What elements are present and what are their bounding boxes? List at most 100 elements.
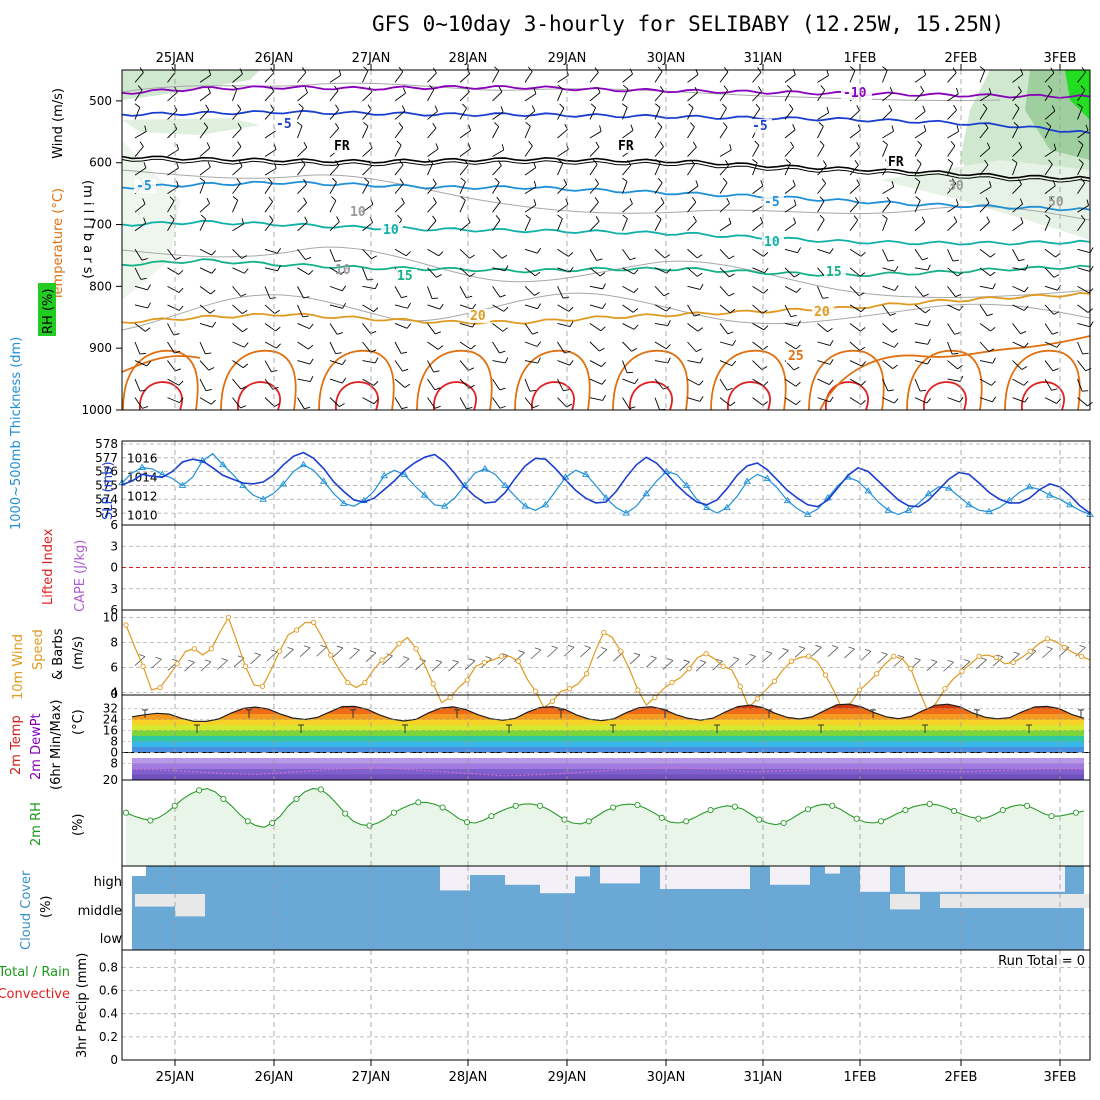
wind-barb (199, 341, 206, 355)
wind-barb-flag (371, 255, 377, 260)
wind-barb (232, 378, 242, 390)
contour-label: 25 (788, 349, 804, 364)
wind-barb (394, 286, 402, 298)
wind-barb (459, 91, 470, 102)
rh-marker (488, 813, 495, 820)
wind-barb-flag (363, 121, 369, 127)
rh-shade (880, 160, 1090, 240)
wind-barb-flag (437, 345, 444, 350)
wind-barb (654, 182, 663, 194)
wind-barb (264, 341, 277, 349)
ytick-label: 600 (89, 156, 112, 170)
wind-barb (1077, 163, 1084, 176)
wind-barb-10m (778, 650, 789, 660)
wind-barb-flag (401, 406, 408, 410)
wind-barb-flag (535, 271, 541, 277)
wind-barb-flag (789, 104, 794, 110)
cloud-tick-middle: middle (78, 904, 122, 919)
wind-barb-flag (405, 251, 411, 257)
cloud-middle-gap (890, 894, 920, 910)
wind-barb-flag (499, 294, 506, 298)
wind-barb (979, 70, 986, 83)
wind-barb (979, 93, 992, 102)
slp-tick: 1010 (127, 508, 158, 522)
contour-label-bg (786, 349, 808, 363)
wind-barb-10m-flag (947, 659, 954, 663)
wind-barb (914, 90, 925, 102)
wind-barb (784, 146, 795, 157)
wind-barb-flag (1088, 288, 1094, 294)
wind-barb-flag (920, 85, 925, 92)
wind-barb (589, 285, 603, 290)
wind-speed-marker (532, 688, 539, 694)
wind-barb-flag (173, 333, 180, 336)
wind-barb-flag (699, 284, 704, 290)
wind-barb-10m-flag (155, 656, 162, 660)
wind-barb (654, 378, 664, 390)
wind-barb (1044, 110, 1056, 120)
wind-barb-10m-flag (204, 659, 212, 663)
wind-barb-10m (250, 654, 261, 665)
wind-barb-flag (728, 255, 735, 260)
wind-barb (1044, 248, 1056, 258)
wind-barb (589, 107, 597, 120)
ytick-label: 500 (89, 94, 112, 108)
wind-barb-flag (726, 197, 730, 204)
wind-barb-10m-flag (980, 657, 987, 661)
wind-barb-flag (460, 177, 466, 183)
wind-barb (134, 285, 148, 291)
isotherm-30-loop (1021, 381, 1065, 411)
run-total: Run Total = 0 (998, 954, 1085, 969)
contour-label: 15 (826, 265, 842, 280)
wind-barb-flag (633, 324, 639, 330)
wind-barb (232, 146, 242, 157)
ylabel-precip: 3hr Precip (mm) (75, 953, 90, 1058)
wind-barb-flag (142, 405, 149, 409)
thickness-marker (239, 481, 247, 488)
wind-barb-flag (796, 287, 801, 293)
wind-barb-flag (568, 306, 574, 312)
wind-barb (329, 200, 337, 213)
wind-barb (719, 360, 733, 367)
wind-barb-flag (596, 258, 603, 261)
date-label-bottom: 1FEB (844, 1070, 877, 1085)
wind-barb (752, 360, 763, 370)
ylabel-rh-units: (%) (71, 814, 86, 837)
wind-barb-flag (793, 273, 800, 278)
wind-barb (654, 304, 667, 312)
wind-barb (329, 128, 339, 139)
wind-barb (557, 184, 568, 194)
rh-marker (634, 801, 641, 808)
thickness-marker (682, 481, 691, 488)
wind-barb (1077, 285, 1090, 294)
wind-barb-flag (666, 268, 672, 274)
temp-band (132, 725, 1084, 731)
wind-barb-flag (399, 178, 404, 184)
thickness-marker (319, 477, 328, 484)
wind-barb (524, 360, 538, 364)
wind-barb (427, 248, 439, 257)
ylabel-convective: Convective (0, 987, 70, 1002)
wind-barb-10m (1025, 650, 1037, 661)
wind-barb (947, 304, 960, 311)
wind-barb-flag (888, 104, 893, 111)
rh-marker (902, 807, 909, 814)
wind-speed-marker (566, 686, 573, 692)
date-label-top: 29JAN (548, 51, 587, 66)
wind-barb-10m-flag (518, 650, 525, 653)
wind-barb-flag (763, 288, 769, 294)
wind-barb (492, 219, 501, 231)
wind-barb-flag (920, 389, 927, 392)
wind-tick: 6 (110, 661, 118, 675)
wind-barb-flag (303, 141, 308, 148)
wind-barb-10m (844, 648, 855, 659)
cloud-high-gap (600, 866, 640, 884)
wind-barb (1077, 107, 1083, 120)
wind-barb (1077, 304, 1089, 313)
wind-barb-flag (199, 177, 205, 182)
wind-barb-flag (497, 160, 502, 166)
cloud-high-gap (540, 866, 575, 894)
li-tick: 6 (110, 518, 118, 532)
wind-barb-flag (243, 268, 249, 274)
